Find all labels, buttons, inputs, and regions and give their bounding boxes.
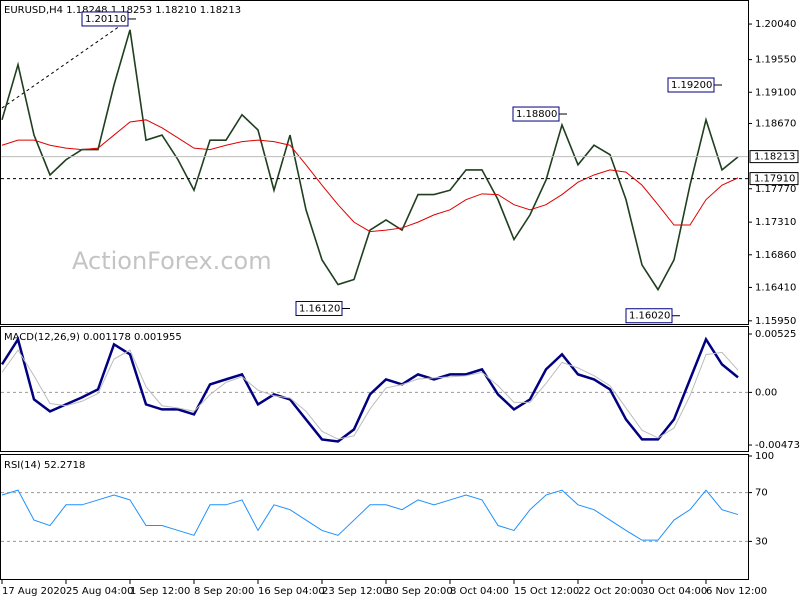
series-line xyxy=(1,489,739,541)
annotation-label: 1.16120 xyxy=(299,303,340,314)
price-panel xyxy=(0,0,749,325)
y-tick-label: 0.00525 xyxy=(755,329,796,340)
macd-header: MACD(12,26,9) 0.001178 0.001955 xyxy=(4,332,182,343)
y-tick-label: 30 xyxy=(755,536,768,547)
series-line xyxy=(0,336,739,443)
trend-line xyxy=(1,18,131,109)
series-line xyxy=(1,29,739,292)
rsi-header: RSI(14) 52.2718 xyxy=(4,460,85,471)
annotation-label: 1.18800 xyxy=(516,109,557,120)
y-tick-label: 1.17310 xyxy=(755,217,796,228)
annotation-box xyxy=(512,106,560,122)
annotation-box xyxy=(667,77,715,93)
y-tick-label: 1.16410 xyxy=(755,282,796,293)
y-tick-label: 0.00 xyxy=(755,387,777,398)
x-tick-label: 8 Sep 20:00 xyxy=(194,586,254,597)
y-tick-label: 1.18670 xyxy=(755,118,796,129)
current-price-label: 1.18213 xyxy=(754,152,795,163)
y-tick-label: 1.19100 xyxy=(755,87,796,98)
watermark: ActionForex.com xyxy=(72,247,272,275)
x-tick-label: 30 Oct 04:00 xyxy=(642,586,707,597)
x-tick-label: 25 Aug 04:00 xyxy=(66,586,133,597)
annotation-label: 1.19200 xyxy=(671,80,712,91)
x-tick-label: 17 Aug 2020 xyxy=(2,586,66,597)
x-tick-label: 30 Sep 20:00 xyxy=(386,586,453,597)
y-tick-label: 70 xyxy=(755,488,768,499)
x-tick-label: 15 Oct 12:00 xyxy=(514,586,579,597)
level-label: 1.17910 xyxy=(754,174,795,185)
x-tick-label: 23 Sep 12:00 xyxy=(322,586,389,597)
y-tick-label: 1.15950 xyxy=(755,316,796,327)
annotation-box xyxy=(81,11,129,27)
annotation-label: 1.20110 xyxy=(85,14,126,25)
annotation-box xyxy=(625,308,673,324)
macd-panel xyxy=(0,326,749,452)
y-tick-label: -0.004732 xyxy=(755,440,800,451)
price-header: EURUSD,H4 1.18248 1.18253 1.18210 1.1821… xyxy=(4,5,241,16)
level-box xyxy=(749,172,799,186)
annotation-box xyxy=(295,300,343,316)
x-tick-label: 6 Nov 12:00 xyxy=(706,586,767,597)
x-tick-label: 8 Oct 04:00 xyxy=(450,586,509,597)
rsi-panel xyxy=(0,454,749,580)
x-tick-label: 1 Sep 12:00 xyxy=(130,586,190,597)
x-tick-label: 22 Oct 20:00 xyxy=(578,586,643,597)
y-tick-label: 100 xyxy=(755,451,774,462)
y-tick-label: 1.19550 xyxy=(755,55,796,66)
annotation-label: 1.16020 xyxy=(629,311,670,322)
current-price-box xyxy=(749,150,799,164)
series-line xyxy=(1,119,739,233)
y-tick-label: 1.17770 xyxy=(755,184,796,195)
y-tick-label: 1.20040 xyxy=(755,19,796,30)
x-tick-label: 16 Sep 04:00 xyxy=(258,586,325,597)
series-line xyxy=(1,349,739,440)
y-tick-label: 1.16860 xyxy=(755,250,796,261)
